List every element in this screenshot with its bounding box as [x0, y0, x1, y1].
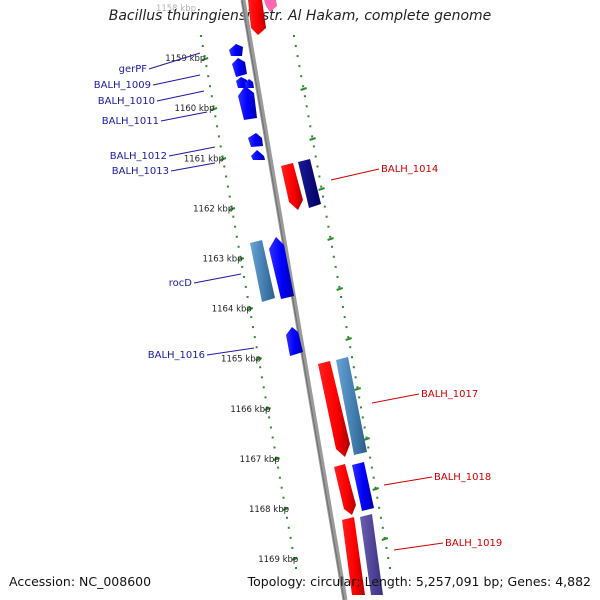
- leader-line: [206, 347, 255, 356]
- tick-label: 1168 kbp: [249, 505, 289, 515]
- tick-label: 1164 kbp: [212, 305, 252, 315]
- leader-line: [371, 393, 420, 404]
- leader-line: [330, 168, 380, 181]
- leader-line: [193, 273, 242, 284]
- accession-text: Accession: NC_008600: [9, 574, 152, 589]
- gene-feature-BALH_1011[interactable]: [238, 86, 257, 120]
- gene-label[interactable]: BALH_1011: [102, 116, 159, 127]
- gene-feature-BALH_1013[interactable]: [251, 150, 265, 160]
- gene-label[interactable]: BALH_1013: [112, 166, 169, 177]
- gene-label[interactable]: BALH_1016: [148, 350, 205, 361]
- gene-label[interactable]: rocD: [169, 278, 193, 289]
- tick-label: 1163 kbp: [202, 255, 242, 265]
- map-title: Bacillus thuringiensis str. Al Hakam, co…: [108, 8, 492, 24]
- gene-feature-gerPF[interactable]: [229, 44, 243, 56]
- gene-feature-BALH_1012[interactable]: [248, 133, 263, 147]
- tick-track-outer: [200, 35, 298, 569]
- leader-line: [170, 162, 216, 172]
- gene-label[interactable]: BALH_1014: [381, 164, 438, 175]
- tick-label: 1167 kbp: [240, 455, 280, 465]
- gene-feature-BALH_1014-navy[interactable]: [298, 159, 321, 208]
- leader-line: [168, 146, 216, 157]
- leader-line: [156, 90, 205, 102]
- leader-line: [393, 542, 444, 551]
- gene-label[interactable]: BALH_1019: [445, 538, 502, 549]
- gene-features: [229, 0, 383, 595]
- gene-feature-top-1[interactable]: [248, 0, 266, 35]
- gene-feature-BALH_1018-blue[interactable]: [352, 462, 374, 511]
- topology-text: Topology: circular; Length: 5,257,091 bp…: [247, 574, 591, 589]
- gene-feature-BALH_1017-steel[interactable]: [336, 357, 367, 455]
- gene-label[interactable]: gerPF: [119, 64, 148, 75]
- leader-line: [152, 74, 201, 86]
- gene-labels: gerPF BALH_1009 BALH_1010 BALH_1011 BALH_101…: [94, 52, 502, 551]
- gene-feature-BALH_1014-red[interactable]: [281, 163, 303, 210]
- gene-label[interactable]: BALH_1012: [110, 151, 167, 162]
- tick-label: 1158 kbp: [156, 4, 196, 14]
- gene-feature-rocD-steel[interactable]: [250, 240, 275, 302]
- gene-feature-BALH_1019-slate[interactable]: [360, 514, 383, 595]
- gene-feature-BALH_1016[interactable]: [286, 327, 303, 356]
- tick-label: 1160 kbp: [175, 104, 215, 114]
- tick-label: 1161 kbp: [184, 154, 224, 164]
- gene-label[interactable]: BALH_1010: [98, 96, 155, 107]
- gene-feature-BALH_1019-red[interactable]: [342, 517, 365, 595]
- gene-feature-BALH_1017-red[interactable]: [318, 361, 350, 457]
- gene-feature-top-2[interactable]: [264, 0, 277, 12]
- gene-feature-BALH_1010b[interactable]: [245, 79, 254, 88]
- leader-line: [383, 476, 433, 486]
- tick-labels: 1158 kbp 1159 kbp 1160 kbp 1161 kbp 1162 kbp…: [156, 4, 298, 565]
- leader-line: [160, 111, 208, 122]
- gene-label[interactable]: BALH_1009: [94, 80, 151, 91]
- tick-label: 1166 kbp: [230, 405, 270, 415]
- tick-track-inner: [293, 35, 391, 569]
- gene-feature-BALH_1018-red[interactable]: [334, 464, 356, 515]
- backbone: [240, 0, 348, 600]
- tick-label: 1169 kbp: [258, 555, 298, 565]
- gene-label[interactable]: BALH_1018: [434, 472, 491, 483]
- tick-label: 1159 kbp: [165, 54, 205, 64]
- gene-feature-BALH_1009[interactable]: [232, 58, 247, 77]
- leader-line: [148, 52, 201, 70]
- tick-label: 1165 kbp: [221, 355, 261, 365]
- gene-label[interactable]: BALH_1017: [421, 389, 478, 400]
- tick-label: 1162 kbp: [193, 204, 233, 214]
- gene-feature-BALH_1010a[interactable]: [236, 77, 248, 88]
- gene-feature-rocD-blue[interactable]: [269, 237, 294, 299]
